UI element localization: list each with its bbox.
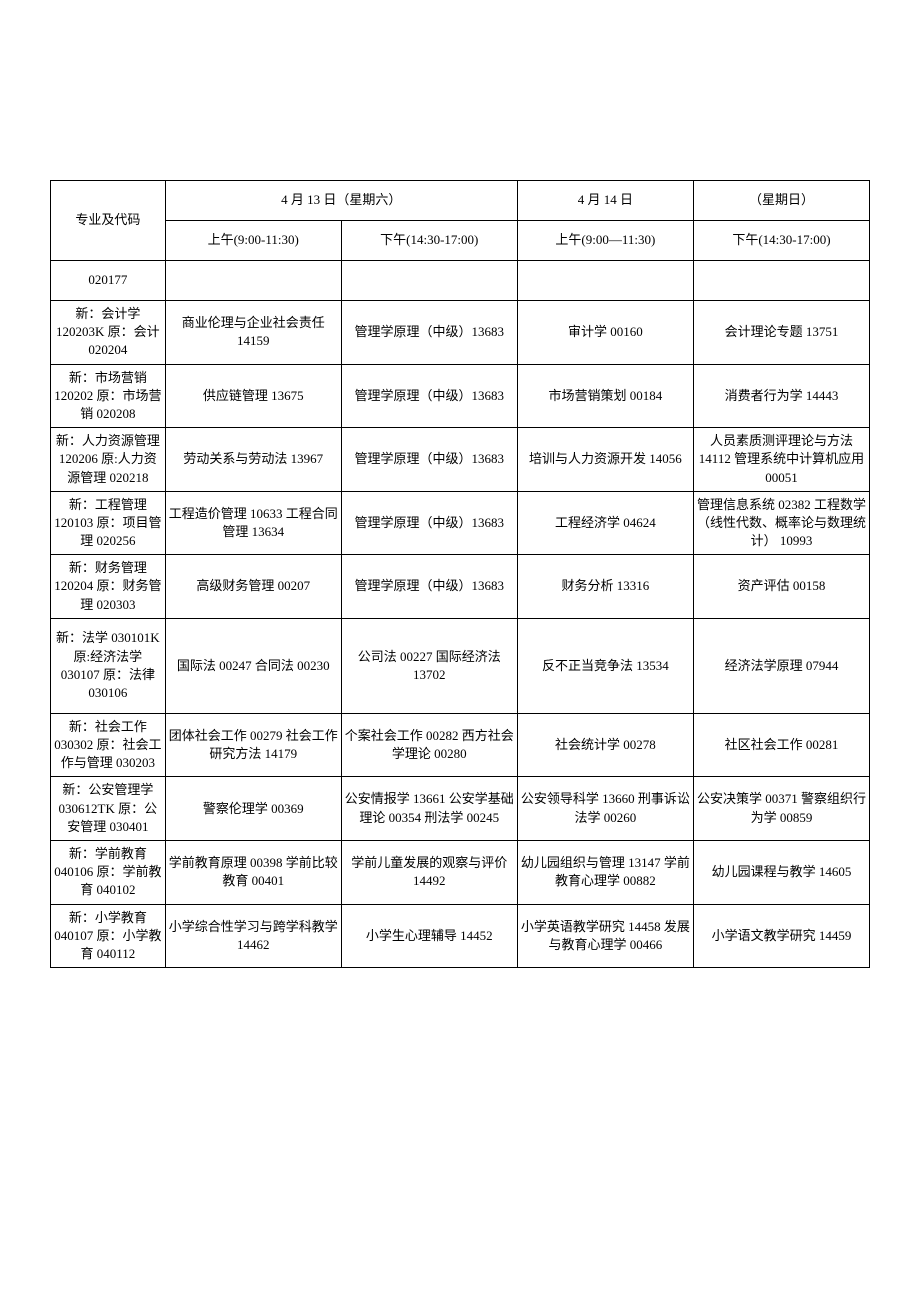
cell-major: 新：会计学 120203K 原：会计 020204 [51,301,166,365]
cell-slot3: 幼儿园组织与管理 13147 学前教育心理学 00882 [517,840,693,904]
cell-slot4: 公安决策学 00371 警察组织行为学 00859 [693,777,869,841]
header-day2-part1: 4 月 14 日 [517,181,693,221]
header-slot3: 上午(9:00—11:30) [517,221,693,261]
cell-slot3: 公安领导科学 13660 刑事诉讼法学 00260 [517,777,693,841]
table-row: 新：公安管理学 030612TK 原：公安管理 030401 警察伦理学 003… [51,777,870,841]
table-row: 新：学前教育 040106 原：学前教育 040102 学前教育原理 00398… [51,840,870,904]
cell-slot1: 团体社会工作 00279 社会工作研究方法 14179 [165,713,341,777]
header-day1: 4 月 13 日（星期六） [165,181,517,221]
header-major: 专业及代码 [51,181,166,261]
cell-slot3: 市场营销策划 00184 [517,364,693,428]
cell-slot2: 小学生心理辅导 14452 [341,904,517,968]
cell-slot2: 公司法 00227 国际经济法 13702 [341,618,517,713]
exam-schedule-table: 专业及代码 4 月 13 日（星期六） 4 月 14 日 （星期日） 上午(9:… [50,180,870,968]
cell-slot4: 小学语文教学研究 14459 [693,904,869,968]
table-row: 新：财务管理 120204 原：财务管理 020303 高级财务管理 00207… [51,555,870,619]
table-row: 020177 [51,261,870,301]
header-row-days: 专业及代码 4 月 13 日（星期六） 4 月 14 日 （星期日） [51,181,870,221]
table-row: 新：市场营销 120202 原：市场营销 020208 供应链管理 13675 … [51,364,870,428]
table-row: 新：工程管理 120103 原：项目管理 020256 工程造价管理 10633… [51,491,870,555]
cell-slot2: 管理学原理（中级）13683 [341,301,517,365]
cell-major: 新：法学 030101K 原:经济法学 030107 原：法律 030106 [51,618,166,713]
cell-major: 新：社会工作 030302 原：社会工作与管理 030203 [51,713,166,777]
cell-slot2 [341,261,517,301]
cell-slot1: 劳动关系与劳动法 13967 [165,428,341,492]
cell-slot4 [693,261,869,301]
cell-major: 020177 [51,261,166,301]
cell-major: 新：财务管理 120204 原：财务管理 020303 [51,555,166,619]
cell-slot3: 培训与人力资源开发 14056 [517,428,693,492]
cell-slot2: 公安情报学 13661 公安学基础理论 00354 刑法学 00245 [341,777,517,841]
cell-major: 新：市场营销 120202 原：市场营销 020208 [51,364,166,428]
cell-slot3: 审计学 00160 [517,301,693,365]
cell-major: 新：小学教育 040107 原：小学教育 040112 [51,904,166,968]
cell-slot2: 管理学原理（中级）13683 [341,491,517,555]
header-row-slots: 上午(9:00-11:30) 下午(14:30-17:00) 上午(9:00—1… [51,221,870,261]
cell-slot1: 高级财务管理 00207 [165,555,341,619]
cell-slot4: 管理信息系统 02382 工程数学（线性代数、概率论与数理统计） 10993 [693,491,869,555]
cell-slot3: 财务分析 13316 [517,555,693,619]
header-slot4: 下午(14:30-17:00) [693,221,869,261]
cell-slot4: 人员素质测评理论与方法 14112 管理系统中计算机应用 00051 [693,428,869,492]
cell-slot3: 小学英语教学研究 14458 发展与教育心理学 00466 [517,904,693,968]
cell-major: 新：工程管理 120103 原：项目管理 020256 [51,491,166,555]
table-row: 新：社会工作 030302 原：社会工作与管理 030203 团体社会工作 00… [51,713,870,777]
cell-slot4: 会计理论专题 13751 [693,301,869,365]
cell-slot4: 幼儿园课程与教学 14605 [693,840,869,904]
table-row: 新：小学教育 040107 原：小学教育 040112 小学综合性学习与跨学科教… [51,904,870,968]
cell-slot1 [165,261,341,301]
cell-slot1: 国际法 00247 合同法 00230 [165,618,341,713]
header-slot2: 下午(14:30-17:00) [341,221,517,261]
cell-slot1: 警察伦理学 00369 [165,777,341,841]
cell-slot1: 小学综合性学习与跨学科教学 14462 [165,904,341,968]
cell-major: 新：公安管理学 030612TK 原：公安管理 030401 [51,777,166,841]
cell-slot2: 管理学原理（中级）13683 [341,364,517,428]
cell-slot2: 个案社会工作 00282 西方社会学理论 00280 [341,713,517,777]
cell-slot1: 商业伦理与企业社会责任 14159 [165,301,341,365]
cell-slot2: 管理学原理（中级）13683 [341,555,517,619]
cell-slot4: 消费者行为学 14443 [693,364,869,428]
cell-slot3: 反不正当竞争法 13534 [517,618,693,713]
cell-slot1: 供应链管理 13675 [165,364,341,428]
table-row: 新：法学 030101K 原:经济法学 030107 原：法律 030106 国… [51,618,870,713]
cell-slot2: 学前儿童发展的观察与评价 14492 [341,840,517,904]
cell-slot1: 学前教育原理 00398 学前比较教育 00401 [165,840,341,904]
header-day2-part2: （星期日） [693,181,869,221]
cell-slot4: 资产评估 00158 [693,555,869,619]
cell-slot2: 管理学原理（中级）13683 [341,428,517,492]
cell-slot3 [517,261,693,301]
table-row: 新：会计学 120203K 原：会计 020204 商业伦理与企业社会责任 14… [51,301,870,365]
header-slot1: 上午(9:00-11:30) [165,221,341,261]
cell-slot4: 经济法学原理 07944 [693,618,869,713]
table-row: 新：人力资源管理 120206 原:人力资源管理 020218 劳动关系与劳动法… [51,428,870,492]
cell-slot3: 工程经济学 04624 [517,491,693,555]
cell-slot4: 社区社会工作 00281 [693,713,869,777]
cell-slot3: 社会统计学 00278 [517,713,693,777]
cell-major: 新：人力资源管理 120206 原:人力资源管理 020218 [51,428,166,492]
cell-slot1: 工程造价管理 10633 工程合同管理 13634 [165,491,341,555]
cell-major: 新：学前教育 040106 原：学前教育 040102 [51,840,166,904]
